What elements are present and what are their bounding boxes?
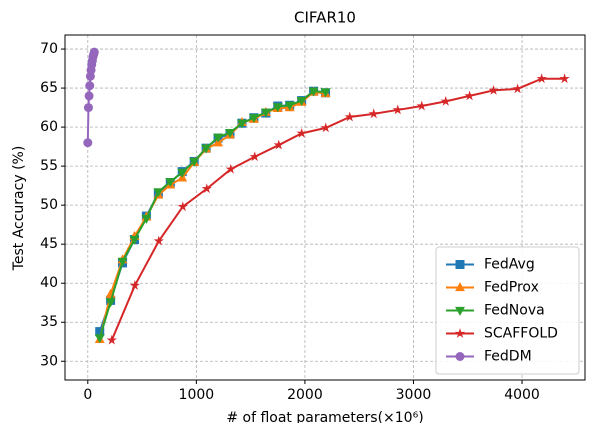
marker: [106, 334, 117, 345]
legend-marker: [455, 306, 465, 316]
marker: [153, 235, 164, 246]
marker: [344, 111, 355, 122]
marker: [117, 257, 128, 267]
y-tick-label: 55: [40, 158, 58, 174]
series-line: [110, 77, 565, 341]
legend-label: FedAvg: [484, 257, 535, 273]
marker: [189, 157, 200, 167]
marker: [464, 90, 475, 101]
x-tick-label: 2000: [287, 387, 323, 403]
x-axis-label: # of float parameters(×10⁶): [226, 410, 423, 423]
y-tick-label: 30: [40, 353, 58, 369]
marker: [201, 183, 212, 194]
marker: [536, 73, 547, 84]
y-tick-label: 65: [40, 80, 58, 96]
legend-label: FedDM: [484, 349, 532, 365]
x-tick-label: 4000: [504, 387, 540, 403]
marker: [488, 85, 499, 95]
marker: [416, 100, 427, 111]
series-line: [98, 90, 326, 339]
marker: [272, 103, 283, 113]
marker: [141, 214, 152, 224]
x-tick-label: 3000: [396, 387, 432, 403]
marker: [153, 188, 164, 198]
y-axis-label: Test Accuracy (%): [11, 146, 27, 272]
x-tick-label: 1000: [179, 387, 215, 403]
marker: [320, 88, 331, 98]
marker: [559, 73, 570, 84]
legend-marker: [454, 328, 466, 338]
legend-marker: [455, 352, 465, 361]
marker: [284, 101, 295, 111]
chart-title: CIFAR10: [294, 9, 356, 27]
y-tick-label: 45: [40, 236, 58, 252]
legend-marker: [455, 260, 465, 269]
x-tick-label: 0: [83, 387, 92, 403]
marker: [249, 151, 260, 162]
marker: [368, 108, 379, 119]
y-tick-label: 60: [40, 119, 58, 135]
marker: [308, 87, 319, 97]
marker: [213, 133, 224, 143]
marker: [129, 235, 140, 245]
y-tick-label: 70: [40, 41, 58, 57]
marker: [237, 119, 247, 129]
marker: [177, 168, 188, 178]
marker: [225, 128, 235, 138]
marker: [83, 103, 93, 113]
marker: [512, 83, 523, 94]
marker: [440, 95, 451, 106]
legend-box: [435, 246, 580, 375]
y-tick-label: 35: [40, 314, 58, 330]
marker: [273, 139, 284, 150]
marker: [105, 298, 116, 308]
legend-marker: [455, 282, 465, 292]
marker: [165, 178, 176, 188]
plot-frame: [64, 34, 586, 381]
series-line: [98, 90, 326, 340]
y-tick-label: 50: [40, 197, 58, 213]
marker: [201, 144, 212, 154]
marker: [260, 108, 271, 118]
marker: [225, 163, 236, 174]
marker: [296, 96, 307, 106]
marker: [129, 280, 140, 290]
marker: [392, 104, 403, 115]
legend: FedAvg FedProx FedNova SCAFFOLD FedDM: [435, 246, 580, 375]
marker: [85, 81, 95, 91]
marker: [94, 334, 105, 344]
legend-label: FedNova: [484, 303, 545, 319]
marker: [248, 114, 259, 124]
marker: [320, 122, 331, 133]
legend-label: FedProx: [484, 280, 539, 296]
marker: [95, 327, 105, 337]
marker: [296, 127, 307, 138]
y-tick-label: 40: [40, 275, 58, 291]
legend-label: SCAFFOLD: [484, 326, 558, 342]
marker: [177, 201, 188, 212]
marker: [83, 138, 93, 148]
marker: [84, 91, 94, 101]
marker: [89, 47, 99, 57]
